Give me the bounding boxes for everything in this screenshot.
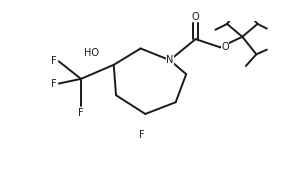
Text: F: F [51,78,57,89]
Text: F: F [78,108,84,118]
Text: O: O [221,42,229,52]
Text: F: F [51,56,57,66]
Text: O: O [192,12,199,22]
Text: N: N [166,55,174,65]
Text: HO: HO [84,48,98,58]
Text: F: F [139,130,145,140]
